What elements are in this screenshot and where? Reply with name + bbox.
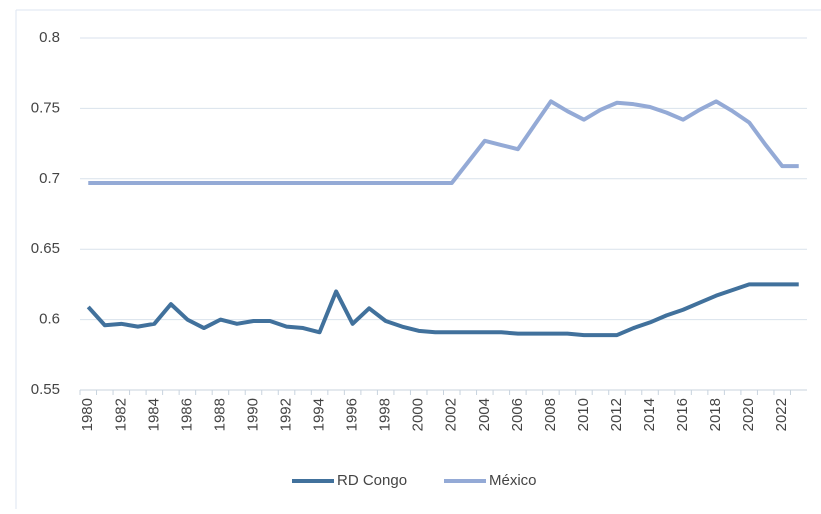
x-tick-label: 2010 xyxy=(575,398,592,431)
x-tick-label: 1996 xyxy=(344,398,361,431)
x-tick-label: 2000 xyxy=(410,398,427,431)
x-tick-label: 2020 xyxy=(740,398,757,431)
x-tick-label: 2018 xyxy=(707,398,724,431)
x-tick-label: 1992 xyxy=(278,398,295,431)
x-tick-label: 2006 xyxy=(509,398,526,431)
x-tick-label: 1994 xyxy=(311,398,328,431)
legend-label: RD Congo xyxy=(337,472,407,489)
y-tick-label: 0.65 xyxy=(31,240,60,257)
y-tick-label: 0.75 xyxy=(31,99,60,116)
x-tick-label: 2002 xyxy=(443,398,460,431)
x-tick-label: 1986 xyxy=(178,398,195,431)
x-tick-label: 1998 xyxy=(377,398,394,431)
x-tick-label: 2012 xyxy=(608,398,625,431)
y-tick-label: 0.6 xyxy=(39,311,60,328)
series-line xyxy=(88,99,799,186)
y-tick-label: 0.8 xyxy=(39,29,60,46)
series-line xyxy=(86,282,799,338)
x-tick-label: 1980 xyxy=(79,398,96,431)
x-tick-label: 1990 xyxy=(244,398,261,431)
x-tick-label: 1982 xyxy=(112,398,129,431)
x-tick-label: 2016 xyxy=(674,398,691,431)
x-tick-label: 2022 xyxy=(773,398,790,431)
x-tick-label: 1988 xyxy=(211,398,228,431)
x-tick-label: 2014 xyxy=(641,398,658,431)
x-tick-label: 1984 xyxy=(145,398,162,431)
legend-label: México xyxy=(489,472,537,489)
x-tick-label: 2004 xyxy=(476,398,493,431)
x-tick-label: 2008 xyxy=(542,398,559,431)
y-tick-label: 0.7 xyxy=(39,170,60,187)
y-tick-label: 0.55 xyxy=(31,381,60,398)
